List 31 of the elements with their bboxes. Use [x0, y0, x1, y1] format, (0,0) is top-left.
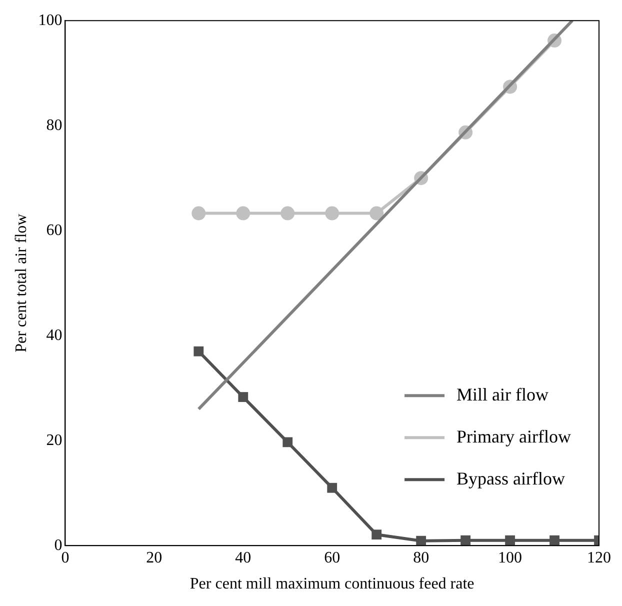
- point: [372, 530, 382, 540]
- x-axis-title: Per cent mill maximum continuous feed rate: [190, 576, 474, 593]
- point: [505, 535, 515, 546]
- y-tick-label: 0: [54, 536, 62, 554]
- x-tick-label: 60: [324, 549, 340, 566]
- x-tick-label: 40: [235, 549, 252, 566]
- point: [325, 206, 340, 220]
- point: [280, 206, 295, 220]
- x-tick-label: 120: [587, 549, 611, 566]
- point: [192, 206, 206, 220]
- point: [550, 535, 560, 546]
- point: [370, 206, 384, 220]
- y-tick-label: 80: [46, 116, 62, 134]
- y-tick-label: 40: [46, 326, 62, 344]
- legend-label: Mill air flow: [456, 384, 549, 404]
- x-tick-label: 100: [498, 549, 522, 566]
- y-tick-label: 100: [38, 12, 62, 29]
- x-tick-label: 20: [146, 549, 162, 566]
- point: [238, 392, 248, 402]
- y-tick-label: 20: [46, 432, 62, 449]
- point: [460, 535, 470, 546]
- y-axis-title: Per cent total air flow: [12, 213, 30, 352]
- point: [194, 346, 204, 356]
- point: [282, 437, 293, 448]
- point: [416, 536, 426, 546]
- legend-label: Bypass airflow: [456, 468, 566, 488]
- x-tick-label: 80: [413, 549, 430, 566]
- point: [327, 482, 338, 493]
- y-tick-label: 60: [46, 222, 62, 239]
- legend-label: Primary airflow: [456, 426, 571, 446]
- point: [236, 206, 250, 220]
